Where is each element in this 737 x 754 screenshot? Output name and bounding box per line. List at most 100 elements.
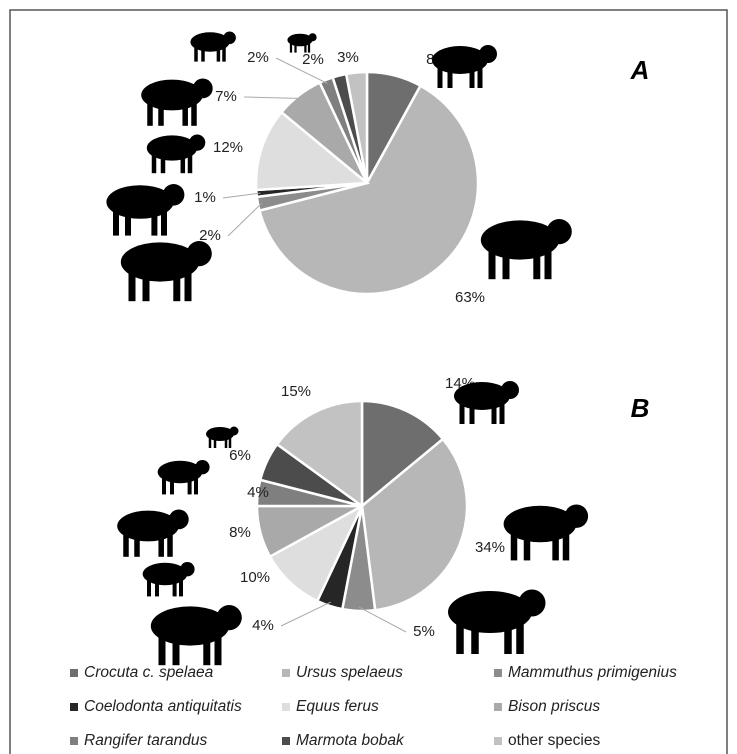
legend-label: Ursus spelaeus	[296, 664, 403, 681]
animal-icon	[117, 509, 189, 557]
animal-leg	[469, 66, 475, 88]
animal-leg	[491, 402, 497, 424]
pie-slice	[360, 437, 469, 612]
animal-icon	[448, 589, 546, 654]
animal-leg	[459, 402, 465, 424]
value-label: 4%	[252, 617, 274, 634]
animal-leg	[194, 476, 198, 495]
animal-leg	[173, 270, 181, 302]
legend-swatch	[282, 669, 290, 677]
frame	[9, 9, 728, 754]
animal-leg	[161, 209, 167, 236]
legend-swatch	[282, 737, 290, 745]
animal-leg	[294, 42, 297, 53]
value-label: 5%	[413, 623, 435, 640]
animal-leg	[516, 621, 524, 654]
animal-head	[216, 605, 242, 631]
animal-leg	[224, 437, 228, 448]
legend-label: Crocuta c. spelaea	[84, 664, 214, 681]
animal-leg	[158, 532, 164, 557]
animal-leg	[552, 531, 559, 561]
leader-line	[280, 601, 332, 627]
panel-title: A	[630, 55, 650, 85]
animal-icon	[287, 33, 317, 53]
animal-icon	[150, 605, 242, 666]
animal-leg	[510, 531, 518, 561]
legend-swatch	[70, 737, 78, 745]
animal-leg	[533, 248, 541, 280]
value-label: 4%	[247, 484, 269, 501]
legend-label: Rangifer tarandus	[84, 732, 207, 749]
value-label: 2%	[199, 227, 221, 244]
legend-label: Mammuthus primigenius	[508, 664, 677, 681]
animal-head	[195, 460, 210, 475]
panel-title: B	[631, 393, 650, 423]
animal-leg	[187, 476, 192, 495]
animal-leg	[172, 634, 180, 666]
animal-leg	[187, 153, 193, 174]
animal-leg	[488, 248, 496, 280]
animal-leg	[182, 101, 188, 126]
animal-leg	[123, 532, 129, 557]
animal-head	[479, 45, 497, 63]
animal-head	[192, 78, 213, 99]
animal-leg	[147, 101, 153, 126]
value-label: 3%	[337, 49, 359, 66]
pie-slice	[257, 84, 480, 296]
animal-icon	[141, 78, 213, 126]
legend-swatch	[494, 737, 502, 745]
animal-head	[501, 381, 519, 399]
animal-leg	[147, 578, 151, 597]
animal-leg	[158, 101, 164, 126]
animal-leg	[469, 402, 475, 424]
animal-leg	[213, 437, 217, 448]
value-label: 63%	[455, 289, 485, 306]
animal-icon	[206, 426, 239, 448]
legend-label: Marmota bobak	[296, 732, 405, 749]
animal-icon	[120, 241, 212, 302]
animal-leg	[134, 532, 140, 557]
legend-label: Coelodonta antiquitatis	[84, 698, 242, 715]
animal-leg	[203, 634, 211, 666]
animal-leg	[216, 46, 221, 62]
animal-icon	[146, 134, 206, 174]
animal-leg	[208, 437, 212, 448]
animal-leg	[562, 531, 570, 561]
animal-icon	[106, 184, 185, 236]
value-label: 2%	[302, 51, 324, 68]
animal-leg	[170, 476, 174, 495]
animal-leg	[191, 101, 197, 126]
value-label: 7%	[215, 88, 237, 105]
animal-icon	[157, 460, 210, 495]
animal-leg	[523, 531, 531, 561]
pie-slice	[344, 70, 369, 184]
animal-leg	[158, 634, 166, 666]
legend-label: Bison priscus	[508, 698, 600, 715]
animal-leg	[151, 153, 157, 174]
pie-slice	[254, 110, 371, 192]
pie-slice	[275, 399, 364, 509]
animal-leg	[194, 46, 198, 62]
animal-leg	[228, 437, 232, 448]
animal-head	[229, 426, 239, 436]
legend-swatch	[494, 669, 502, 677]
animal-leg	[142, 270, 150, 302]
animal-head	[308, 33, 317, 42]
animal-leg	[222, 46, 226, 62]
animal-icon	[480, 219, 572, 280]
value-label: 1%	[194, 189, 216, 206]
animal-leg	[477, 66, 483, 88]
animal-leg	[544, 248, 552, 280]
animal-head	[564, 504, 589, 528]
animal-leg	[128, 270, 136, 302]
animal-leg	[447, 66, 453, 88]
leader-line	[222, 192, 261, 199]
legend-swatch	[70, 669, 78, 677]
legend-swatch	[70, 703, 78, 711]
animal-head	[518, 589, 546, 617]
leader-line	[243, 96, 302, 99]
animal-leg	[162, 476, 166, 495]
legend-swatch	[282, 703, 290, 711]
animal-leg	[304, 42, 307, 53]
